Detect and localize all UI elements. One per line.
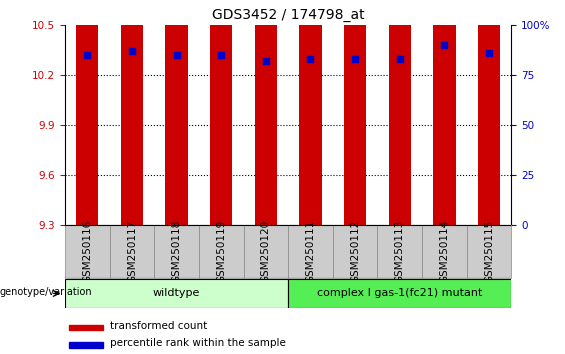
Bar xyxy=(344,0,366,225)
Text: GSM250112: GSM250112 xyxy=(350,220,360,283)
Text: GSM250111: GSM250111 xyxy=(306,220,315,283)
Text: GSM250116: GSM250116 xyxy=(82,220,92,283)
Point xyxy=(128,48,137,53)
Point xyxy=(484,50,493,56)
Bar xyxy=(210,0,232,225)
Bar xyxy=(121,0,143,225)
Text: wildtype: wildtype xyxy=(153,289,200,298)
Text: GSM250114: GSM250114 xyxy=(440,220,449,283)
Bar xyxy=(76,0,98,225)
Bar xyxy=(422,225,467,278)
Bar xyxy=(433,0,455,225)
Text: GSM250118: GSM250118 xyxy=(172,220,181,283)
Text: GSM250119: GSM250119 xyxy=(216,220,226,283)
Bar xyxy=(255,0,277,225)
Bar xyxy=(244,225,288,278)
Point xyxy=(82,52,92,58)
Point xyxy=(395,56,404,62)
Text: GSM250120: GSM250120 xyxy=(261,220,271,283)
Text: genotype/variation: genotype/variation xyxy=(0,287,93,297)
Point xyxy=(440,42,449,48)
Bar xyxy=(377,225,422,278)
Text: GSM250117: GSM250117 xyxy=(127,220,137,283)
Text: GSM250115: GSM250115 xyxy=(484,220,494,283)
Bar xyxy=(65,225,110,278)
Point xyxy=(261,58,270,64)
Point xyxy=(216,52,225,58)
Bar xyxy=(69,325,103,330)
Title: GDS3452 / 174798_at: GDS3452 / 174798_at xyxy=(212,8,364,22)
Bar xyxy=(389,0,411,225)
Bar xyxy=(467,225,511,278)
Bar xyxy=(333,225,377,278)
Text: percentile rank within the sample: percentile rank within the sample xyxy=(110,338,286,348)
Point xyxy=(172,52,181,58)
Bar xyxy=(154,225,199,278)
Text: GSM250113: GSM250113 xyxy=(395,220,405,283)
Bar xyxy=(110,225,154,278)
Bar xyxy=(299,0,321,225)
Text: transformed count: transformed count xyxy=(110,321,207,331)
Text: complex I gas-1(fc21) mutant: complex I gas-1(fc21) mutant xyxy=(317,289,483,298)
Bar xyxy=(478,0,500,225)
Bar xyxy=(69,342,103,348)
Bar xyxy=(288,225,333,278)
Point xyxy=(306,56,315,62)
Point xyxy=(350,56,359,62)
Bar xyxy=(65,279,288,308)
Bar xyxy=(288,279,511,308)
Bar xyxy=(166,0,188,225)
Bar xyxy=(199,225,244,278)
